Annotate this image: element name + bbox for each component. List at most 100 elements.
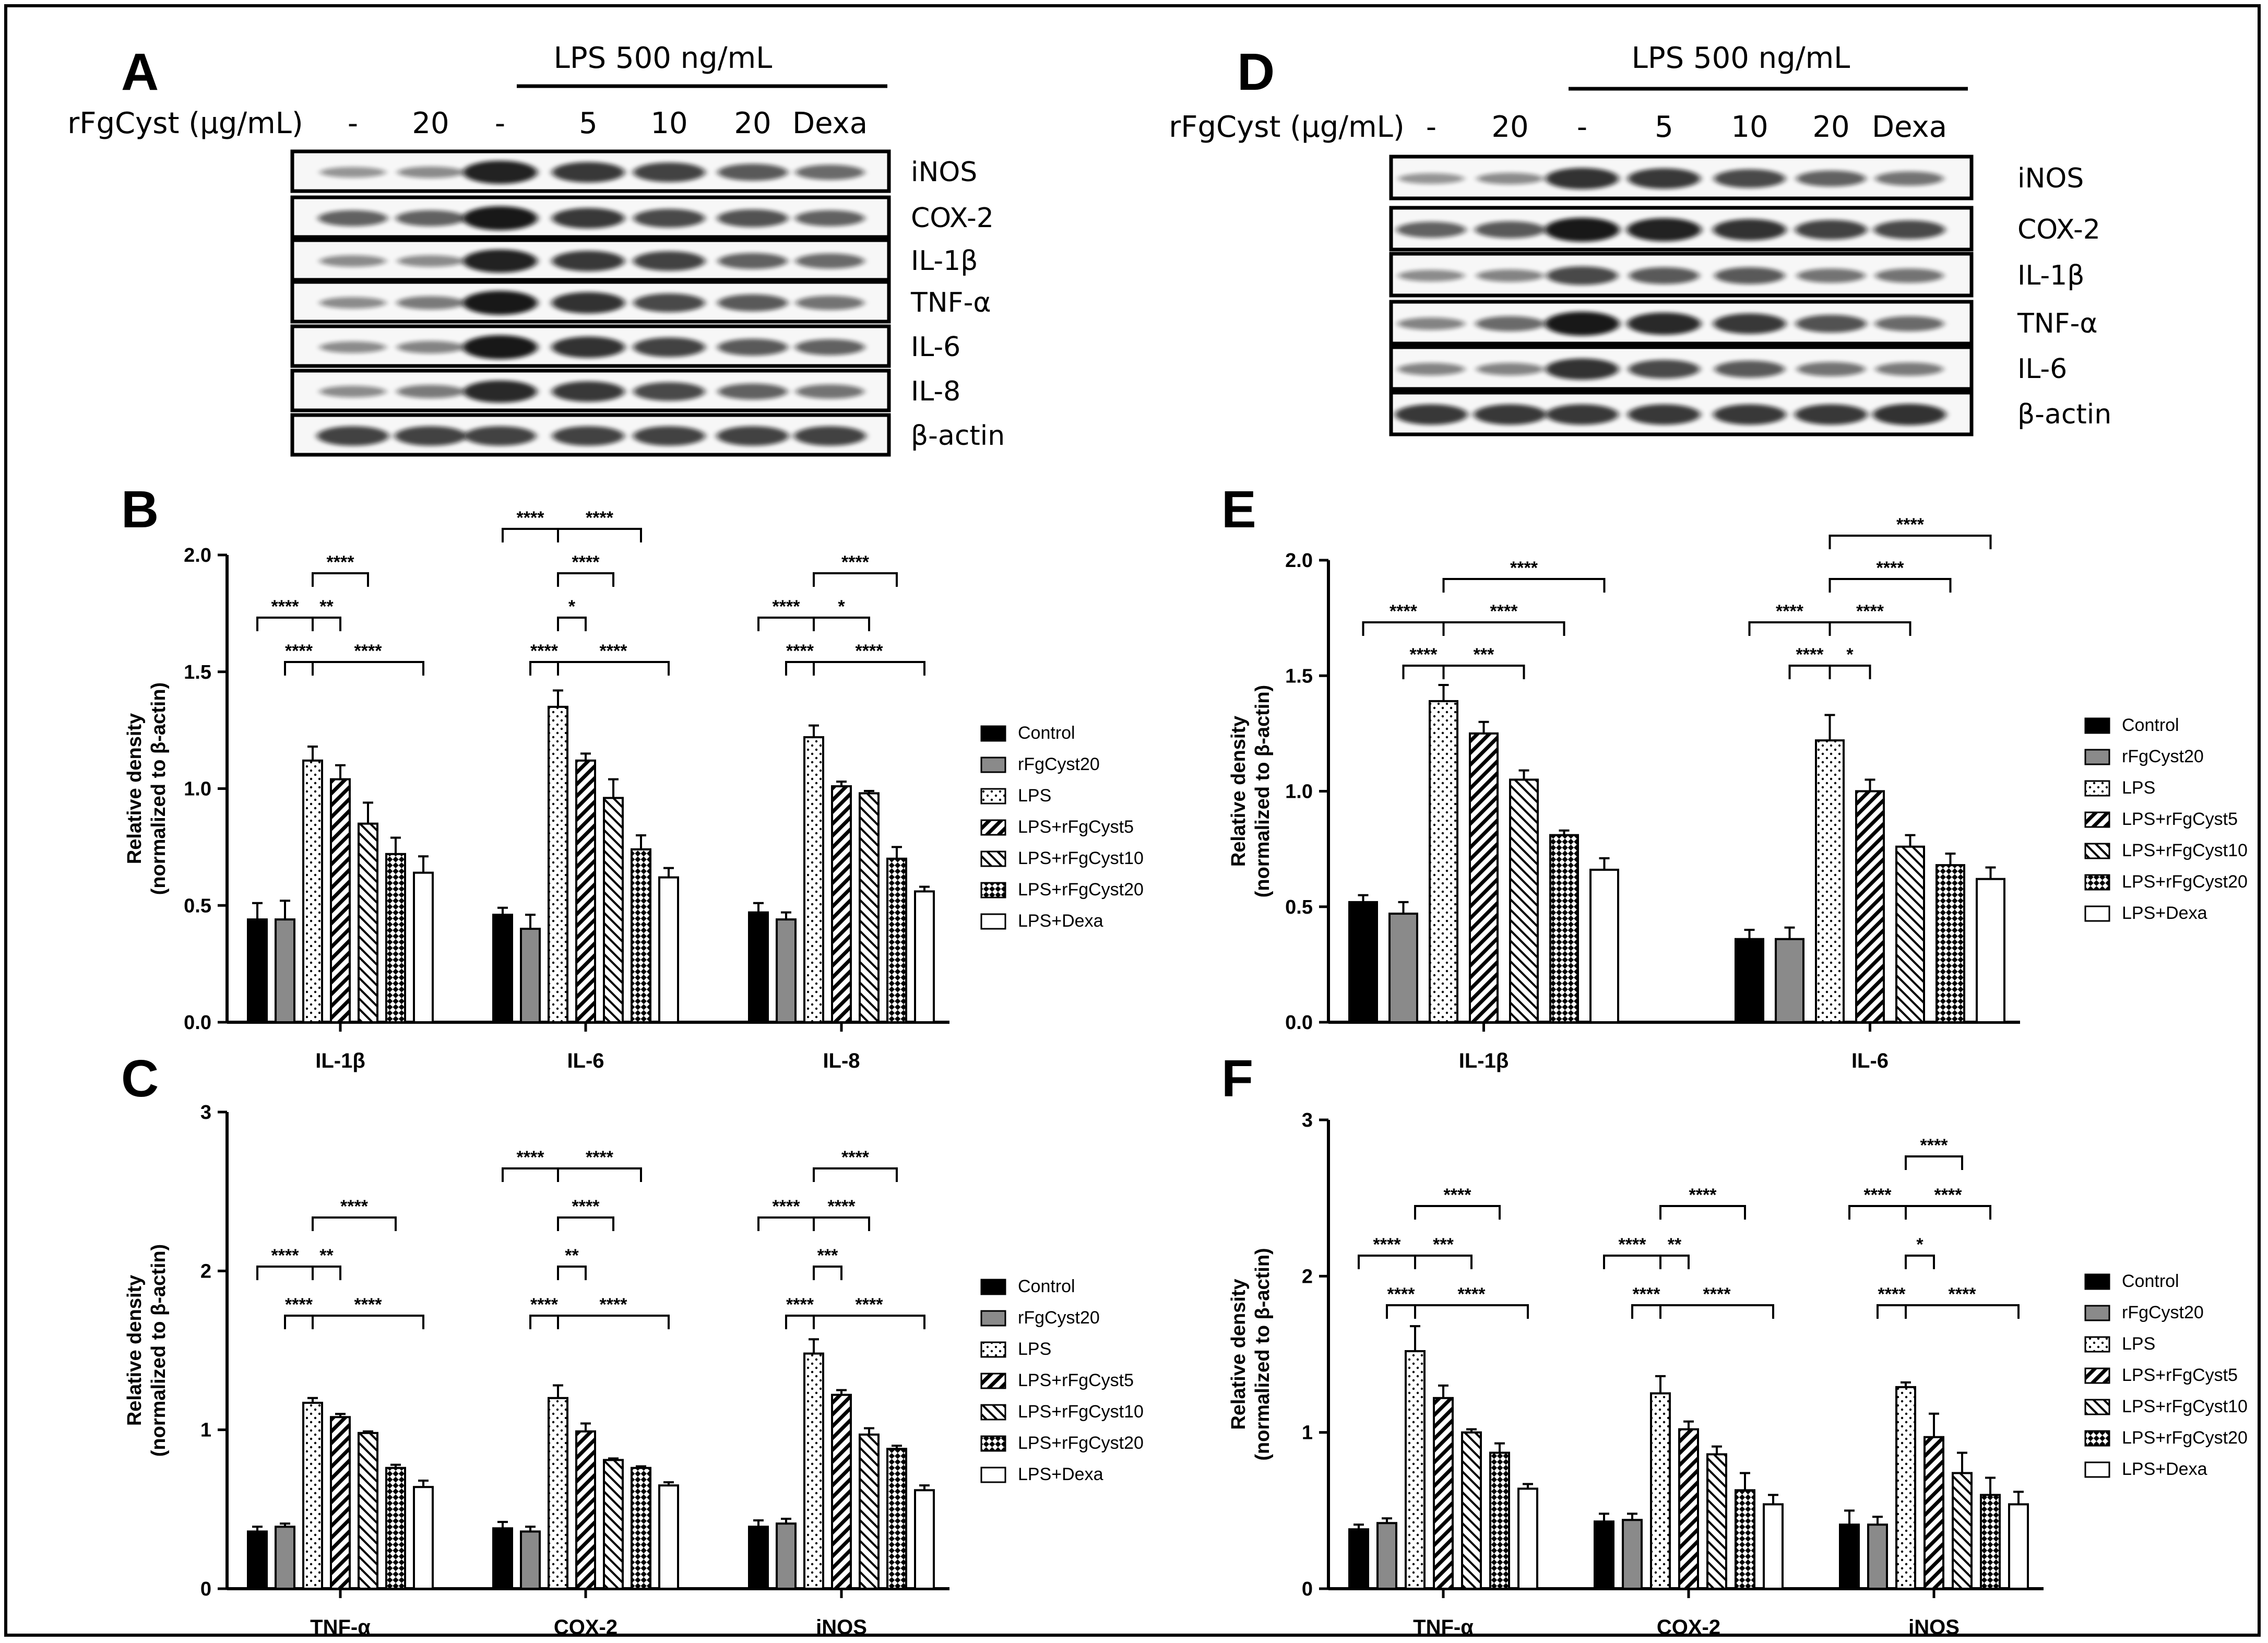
bar: [1980, 1494, 2001, 1590]
blot-band: [795, 210, 865, 227]
blot-band: [718, 383, 788, 400]
significance-label: ****: [1796, 645, 1824, 665]
blot-row-TNF-α: TNF-α: [1389, 300, 2098, 346]
significance-bracket: [1414, 1304, 1529, 1319]
legend-swatch: [980, 1435, 1006, 1452]
blot-band: [397, 166, 464, 179]
x-category-label: TNF-α: [1413, 1616, 1474, 1639]
significance-bracket: [312, 572, 369, 587]
significance-label: ****: [271, 597, 300, 617]
significance-bracket: [1362, 621, 1445, 636]
blot-band: [1477, 172, 1543, 185]
significance-label: ****: [773, 1197, 801, 1216]
blot-band: [633, 293, 705, 312]
significance-label: ****: [1458, 1284, 1486, 1304]
legend-swatch: [2084, 1273, 2110, 1290]
blot-band: [397, 341, 465, 353]
blot-band: [1476, 316, 1545, 332]
bar: [1469, 732, 1499, 1023]
lane-label: 5: [1655, 110, 1673, 144]
lane-label: Dexa: [792, 107, 868, 140]
significance-bracket: [557, 1315, 670, 1329]
bar: [886, 857, 907, 1023]
blot-band: [551, 336, 625, 358]
significance-label: ****: [1633, 1284, 1661, 1304]
bar: [358, 1432, 378, 1590]
bar: [603, 1459, 624, 1590]
significance-bracket: [1905, 1304, 2020, 1319]
bar: [1589, 868, 1619, 1023]
legend-label: Control: [2122, 715, 2179, 735]
blot-band: [1875, 268, 1944, 283]
bar: [520, 1530, 541, 1590]
blot-band: [396, 210, 466, 227]
blot-band: [319, 385, 386, 398]
significance-bracket: [813, 617, 870, 631]
significance-label: **: [1668, 1235, 1682, 1255]
y-axis-label-line1: Relative density: [1228, 716, 1250, 867]
legend-label: LPS+rFgCyst5: [1018, 1370, 1134, 1390]
blot-band: [1714, 267, 1785, 285]
significance-bracket: [1848, 1205, 1907, 1220]
significance-label: ****: [1934, 1185, 1963, 1205]
significance-label: ****: [586, 508, 614, 528]
legend-swatch: [2084, 717, 2110, 734]
legend-swatch: [2084, 780, 2110, 797]
bar: [330, 1416, 351, 1590]
blot-band: [1713, 404, 1786, 425]
significance-bracket: [813, 1315, 925, 1329]
blot-band: [633, 209, 705, 228]
bar: [1775, 938, 1804, 1023]
panel-letter: A: [121, 43, 159, 101]
blot-band: [462, 291, 538, 315]
bar: [1935, 864, 1965, 1023]
blot-band: [1797, 268, 1866, 283]
bar: [1815, 739, 1845, 1023]
y-tick-label: 0.5: [184, 895, 211, 917]
blot-band: [795, 164, 864, 180]
y-tick-label: 0.5: [1285, 896, 1313, 918]
legend-label: LPS+rFgCyst20: [1018, 880, 1144, 900]
blot-row-label: β-actin: [2017, 399, 2111, 430]
y-tick-label: 0.0: [184, 1012, 211, 1034]
significance-bracket: [529, 1315, 559, 1329]
blot-row-label: IL-1β: [911, 245, 978, 277]
panel-letter: C: [121, 1049, 159, 1108]
significance-bracket: [1828, 578, 1952, 593]
significance-label: ****: [1878, 1284, 1906, 1304]
bar: [1405, 1350, 1426, 1590]
significance-bracket: [1358, 1255, 1416, 1269]
bar: [603, 797, 624, 1024]
significance-bracket: [1905, 1255, 1935, 1269]
blot-row-label: iNOS: [2017, 163, 2084, 194]
legend-label: LPS: [1018, 1339, 1051, 1359]
significance-label: ****: [1856, 601, 1884, 621]
legend-swatch: [980, 819, 1006, 836]
significance-bracket: [813, 1266, 842, 1280]
blot-band: [1474, 404, 1547, 425]
bar: [1509, 778, 1539, 1023]
significance-label: ****: [271, 1246, 300, 1266]
bar-chart-panel-F: F 0 1 2 3 Relative density (normalized to β-ac…: [1221, 1049, 2248, 1639]
significance-bracket: [1631, 1304, 1661, 1319]
bar: [1549, 834, 1579, 1023]
y-tick-label: 1.5: [1285, 665, 1313, 687]
blot-band: [1873, 220, 1945, 239]
blot-band: [1875, 316, 1944, 332]
bar: [1895, 1386, 1916, 1590]
legend: Control rFgCyst20 LPS LPS+rFgCyst5 LPS+rFgCy…: [980, 1276, 1144, 1484]
blot-band: [319, 297, 386, 309]
blot-band: [795, 253, 864, 269]
significance-label: ****: [600, 1295, 628, 1315]
legend-swatch: [2084, 1336, 2110, 1353]
blot-band: [462, 206, 538, 230]
blot-band: [462, 160, 538, 184]
significance-bracket: [1442, 578, 1606, 593]
bar: [1433, 1397, 1454, 1590]
blot-band: [1628, 404, 1701, 425]
significance-label: ****: [1877, 558, 1905, 578]
western-blot-panel-A: A LPS 500 ng/mL rFgCyst (μg/mL) - 20 - 5 10 20 De…: [67, 41, 1005, 457]
blot-band: [551, 292, 625, 314]
significance-label: ****: [856, 641, 884, 661]
